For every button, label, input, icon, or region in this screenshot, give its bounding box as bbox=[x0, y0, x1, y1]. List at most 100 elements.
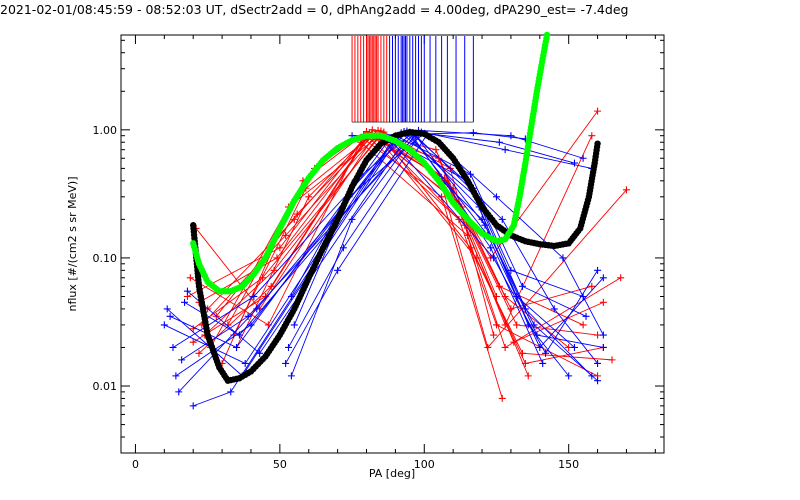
blue-sweep-point bbox=[287, 292, 295, 300]
red-sweep-point bbox=[498, 394, 506, 402]
red-sweep-point bbox=[186, 274, 194, 282]
red-sweep-point bbox=[432, 146, 440, 154]
red-sweep-point bbox=[599, 298, 607, 306]
blue-sweep-point bbox=[235, 331, 243, 339]
blue-sweep-point bbox=[542, 349, 550, 357]
blue-sweep-point bbox=[287, 372, 295, 380]
fit-curves bbox=[190, 31, 601, 384]
plot-frame bbox=[120, 34, 665, 454]
x-tick-label: 50 bbox=[273, 458, 287, 471]
blue-sweep-point bbox=[339, 244, 347, 252]
blue-sweep-line bbox=[166, 136, 587, 377]
red-sweep-point bbox=[510, 338, 518, 346]
red-sweep-point bbox=[524, 372, 532, 380]
blue-sweep-line bbox=[184, 133, 584, 336]
blue-sweep-point bbox=[565, 372, 573, 380]
blue-sweep-point bbox=[233, 343, 241, 351]
axis-ticks: 0 50 100 150 0.01 0.10 1.00 bbox=[93, 35, 664, 471]
red-sweep-point bbox=[579, 321, 587, 329]
x-axis-label: PA [deg] bbox=[369, 467, 415, 480]
chart-title: 2021-02-01/08:45:59 - 08:52:03 UT, dSect… bbox=[0, 2, 628, 17]
blue-sweep-point bbox=[599, 274, 607, 282]
blue-sweep-line bbox=[181, 135, 604, 361]
blue-sweep-point bbox=[181, 298, 189, 306]
blue-sweep-point bbox=[256, 349, 264, 357]
black-fit-dot bbox=[594, 140, 601, 147]
blue-sweep-line bbox=[178, 130, 604, 393]
blue-sweep-point bbox=[166, 312, 174, 320]
blue-sweep-point bbox=[348, 215, 356, 223]
red-sweep-point bbox=[438, 193, 446, 201]
red-sweep-point bbox=[588, 282, 596, 290]
blue-sweep-point bbox=[582, 312, 590, 320]
blue-sweep-point bbox=[570, 159, 578, 167]
blue-sweep-point bbox=[469, 129, 477, 137]
blue-sweep-point bbox=[169, 343, 177, 351]
red-sweep-point bbox=[617, 274, 625, 282]
blue-sweep-point bbox=[250, 292, 258, 300]
red-sweep-point bbox=[293, 210, 301, 218]
blue-sweep-point bbox=[501, 146, 509, 154]
blue-sweep-point bbox=[490, 254, 498, 262]
red-sweep-point bbox=[518, 349, 526, 357]
blue-sweep-point bbox=[487, 244, 495, 252]
blue-sweep-point bbox=[244, 312, 252, 320]
blue-sweep-point bbox=[539, 359, 547, 367]
red-sweep-point bbox=[195, 349, 203, 357]
blue-sweep-point bbox=[599, 343, 607, 351]
x-tick-label: 0 bbox=[132, 458, 139, 471]
blue-sweep-point bbox=[579, 154, 587, 162]
red-sweep-point bbox=[608, 356, 616, 364]
red-sweep-point bbox=[513, 321, 521, 329]
red-sweep-point bbox=[446, 164, 454, 172]
blue-sweep-point bbox=[290, 321, 298, 329]
blue-sweep-point bbox=[189, 402, 197, 410]
y-tick-label: 1.00 bbox=[93, 124, 118, 137]
blue-sweep-line bbox=[193, 141, 598, 407]
y-tick-label: 0.10 bbox=[93, 252, 118, 265]
blue-sweep-point bbox=[175, 388, 183, 396]
red-sweep-point bbox=[305, 193, 313, 201]
blue-sweep-point bbox=[492, 193, 500, 201]
blue-sweep-point bbox=[334, 266, 342, 274]
blue-sweep-point bbox=[282, 359, 290, 367]
red-sweep-point bbox=[466, 244, 474, 252]
red-sweep-point bbox=[267, 282, 275, 290]
blue-sweep-point bbox=[599, 331, 607, 339]
blue-sweep-point bbox=[533, 331, 541, 339]
blue-sweep-point bbox=[550, 305, 558, 313]
blue-sweep-point bbox=[172, 372, 180, 380]
y-axis-label: nflux [#/(cm2 s sr MeV)] bbox=[66, 177, 79, 312]
blue-sweep-point bbox=[183, 287, 191, 295]
blue-sweep-point bbox=[594, 359, 602, 367]
blue-sweep-point bbox=[160, 321, 168, 329]
blue-sweep-point bbox=[285, 343, 293, 351]
blue-sweep-point bbox=[481, 221, 489, 229]
blue-sweep-point bbox=[594, 266, 602, 274]
blue-sweep-point bbox=[594, 377, 602, 385]
red-sweep-point bbox=[622, 186, 630, 194]
blue-sweep-line bbox=[175, 132, 593, 377]
green-fit-dot bbox=[543, 31, 551, 39]
blue-sweep-point bbox=[559, 254, 567, 262]
blue-sweep-point bbox=[518, 282, 526, 290]
red-sweep-line bbox=[198, 132, 584, 354]
red-sweep-point bbox=[270, 266, 278, 274]
blue-sweep-point bbox=[227, 388, 235, 396]
blue-sweep-point bbox=[498, 215, 506, 223]
red-sweep-point bbox=[276, 244, 284, 252]
blue-sweep-point bbox=[495, 138, 503, 146]
red-sweep-point bbox=[224, 321, 232, 329]
blue-sweep-line bbox=[285, 133, 604, 364]
blue-sweep-point bbox=[163, 305, 171, 313]
red-sweep-line bbox=[195, 133, 604, 364]
blue-sweep-point bbox=[570, 343, 578, 351]
blue-sweep-point bbox=[507, 132, 515, 140]
x-tick-label: 150 bbox=[558, 458, 579, 471]
y-tick-label: 0.01 bbox=[93, 380, 118, 393]
blue-sweep-point bbox=[178, 356, 186, 364]
red-sweep-point bbox=[588, 132, 596, 140]
blue-sweep-line bbox=[288, 131, 592, 348]
red-sweep-point bbox=[501, 343, 509, 351]
